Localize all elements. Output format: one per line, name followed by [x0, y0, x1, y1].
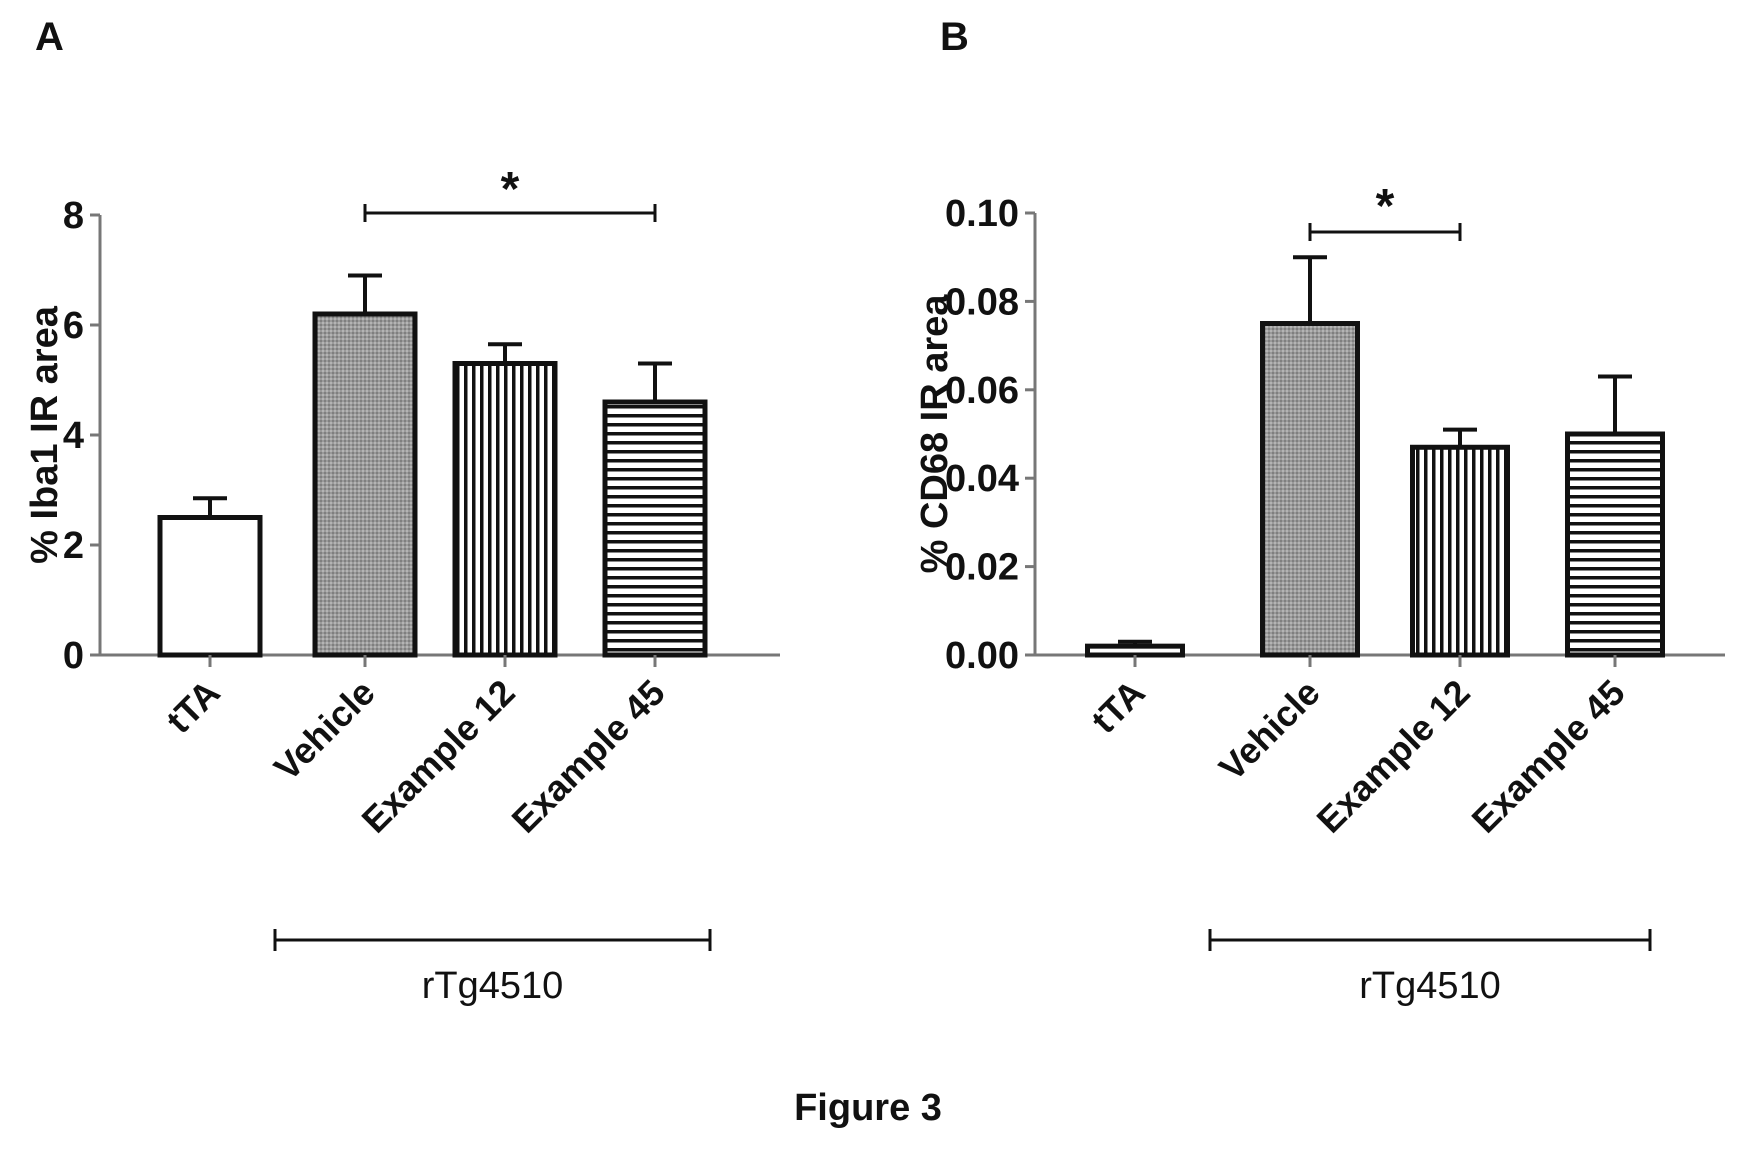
y-tick-label: 0 — [63, 635, 84, 677]
category-label: Vehicle — [266, 672, 383, 789]
y-axis-title: % Iba1 IR area — [24, 305, 66, 564]
group-label: rTg4510 — [422, 965, 564, 1007]
significance-label: * — [1376, 180, 1395, 233]
group-label: rTg4510 — [1359, 965, 1501, 1007]
y-tick-label: 8 — [63, 195, 84, 237]
category-label: Example 45 — [504, 672, 673, 841]
y-axis-title: % CD68 IR area — [914, 294, 956, 574]
y-tick-label: 0.00 — [945, 635, 1019, 677]
panel-letter: A — [35, 15, 64, 59]
panel-letter: B — [940, 15, 969, 59]
bar — [602, 399, 708, 658]
category-label: tTA — [158, 672, 228, 742]
figure-caption: Figure 3 — [794, 1087, 942, 1129]
y-tick-label: 0.06 — [945, 370, 1019, 412]
y-tick-label: 0.08 — [945, 281, 1019, 323]
bar — [312, 311, 418, 658]
bar — [1410, 444, 1510, 658]
y-tick-label: 6 — [63, 305, 84, 347]
category-label: Example 12 — [1309, 672, 1478, 841]
category-label: tTA — [1083, 672, 1153, 742]
y-tick-label: 2 — [63, 525, 84, 567]
y-tick-label: 0.02 — [945, 547, 1019, 589]
y-tick-label: 0.10 — [945, 193, 1019, 235]
bar — [157, 515, 263, 658]
bar — [1260, 321, 1360, 658]
category-label: Example 45 — [1464, 672, 1633, 841]
panel-b-chart: B % CD68 IR area 0.00 0.02 0.04 0.06 0.08 0.10 t… — [914, 15, 1725, 1007]
bar — [1565, 431, 1665, 658]
significance-label: * — [501, 163, 520, 216]
bar — [1085, 643, 1185, 658]
category-label: Vehicle — [1211, 672, 1328, 789]
y-tick-label: 4 — [63, 415, 84, 457]
y-tick-label: 0.04 — [945, 458, 1019, 500]
bar — [452, 361, 558, 658]
